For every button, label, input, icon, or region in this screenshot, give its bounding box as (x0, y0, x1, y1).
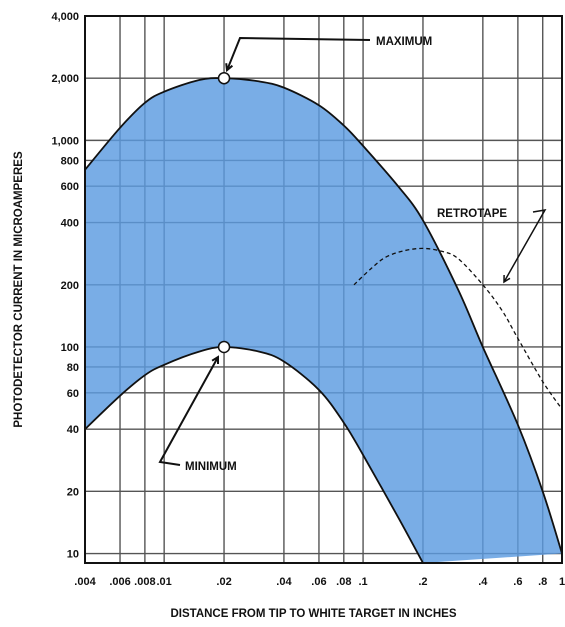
retrotape-label: RETROTAPE (437, 208, 507, 220)
x-tick-label: .08 (336, 576, 351, 588)
x-tick-label: .01 (157, 576, 172, 588)
x-tick-label: .006 (109, 576, 130, 588)
y-tick-label: 200 (61, 280, 79, 292)
y-tick-label: 10 (67, 549, 79, 561)
y-tick-label: 800 (61, 155, 79, 167)
point-marker (217, 340, 231, 354)
x-tick-label: .004 (74, 576, 96, 588)
y-tick-label: 100 (61, 342, 79, 354)
retrotape-curve (353, 247, 563, 410)
y-tick-label: 20 (67, 486, 79, 498)
x-tick-label: .1 (358, 576, 367, 588)
x-tick-label: .04 (276, 576, 292, 588)
x-tick-label: .02 (216, 576, 231, 588)
y-tick-label: 40 (67, 424, 79, 436)
retrotape-arrow (503, 209, 547, 284)
x-tick-label: .008 (134, 576, 155, 588)
y-tick-label: 1,000 (51, 135, 79, 147)
point-marker (217, 71, 231, 85)
annotations: MAXIMUM MINIMUM RETROTAPE (158, 36, 547, 473)
shaded-band (85, 78, 562, 563)
y-tick-labels: 10 20 40 60 80 100 200 400 600 800 1,000 2,000 4,000 (51, 11, 79, 561)
y-tick-label: 600 (61, 181, 79, 193)
y-tick-label: 400 (61, 218, 79, 230)
x-axis-title: DISTANCE FROM TIP TO WHITE TARGET IN INC… (170, 608, 456, 620)
maximum-label: MAXIMUM (376, 36, 432, 48)
x-tick-label: 1 (559, 576, 565, 588)
y-axis-title: PHOTODETECTOR CURRENT IN MICROAMPERES (13, 151, 25, 428)
y-tick-label: 60 (67, 388, 79, 400)
point-markers (217, 71, 231, 354)
y-tick-label: 4,000 (51, 11, 79, 23)
maximum-curve (84, 77, 563, 554)
x-tick-label: .6 (513, 576, 522, 588)
maximum-arrow (225, 36, 371, 73)
x-tick-labels: .004 .006 .008.01 .02 .04 .06 .08 .1 .2 .4 .6 .8 1 (74, 576, 565, 588)
minimum-arrow (158, 355, 219, 466)
x-tick-label: .4 (478, 576, 488, 588)
y-tick-label: 80 (67, 362, 79, 374)
plot-frame (84, 15, 563, 564)
minimum-label: MINIMUM (185, 461, 237, 473)
minimum-curve (84, 346, 424, 564)
x-tick-label: .06 (311, 576, 326, 588)
y-tick-label: 2,000 (51, 73, 79, 85)
x-tick-label: .2 (418, 576, 427, 588)
x-tick-label: .8 (538, 576, 547, 588)
